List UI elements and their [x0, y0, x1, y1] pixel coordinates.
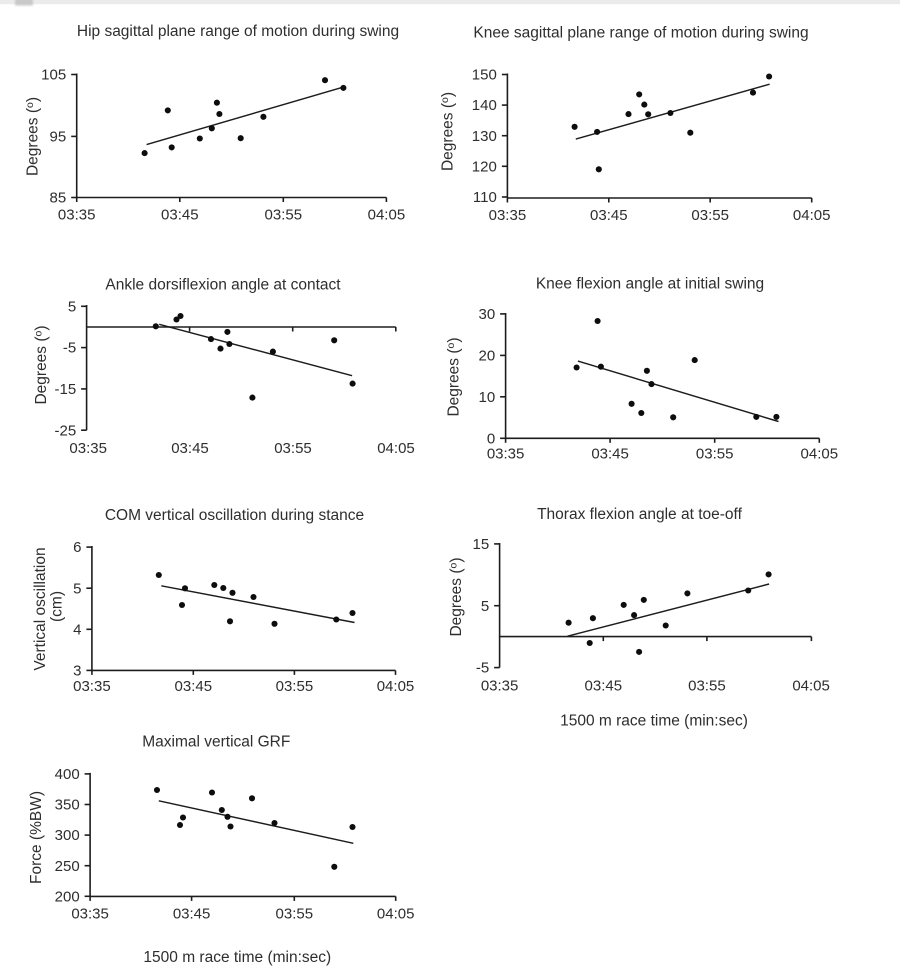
svg-text:Degrees (o): Degrees (o) [445, 337, 463, 416]
svg-text:85: 85 [50, 190, 67, 207]
svg-text:30: 30 [479, 306, 496, 323]
svg-text:03:35: 03:35 [58, 207, 96, 224]
svg-text:5: 5 [68, 298, 76, 315]
svg-text:Ankle dorsiflexion angle at co: Ankle dorsiflexion angle at contact [105, 277, 341, 294]
svg-text:03:55: 03:55 [265, 207, 303, 224]
svg-text:COM vertical oscillation durin: COM vertical oscillation during stance [105, 507, 364, 524]
svg-text:03:35: 03:35 [71, 906, 109, 923]
svg-text:Degrees (o): Degrees (o) [448, 557, 466, 636]
svg-text:Degrees (o): Degrees (o) [24, 97, 42, 176]
svg-text:03:35: 03:35 [73, 678, 111, 695]
svg-text:Degrees (o): Degrees (o) [439, 92, 457, 171]
svg-text:03:35: 03:35 [69, 440, 107, 457]
svg-text:1500 m race time (min:sec): 1500 m race time (min:sec) [143, 949, 331, 966]
svg-text:200: 200 [55, 888, 80, 905]
svg-text:03:45: 03:45 [585, 678, 623, 695]
svg-text:Knee flexion angle at initial: Knee flexion angle at initial swing [536, 276, 764, 293]
svg-text:03:35: 03:35 [489, 207, 527, 224]
svg-text:04:05: 04:05 [377, 678, 415, 695]
svg-text:-5: -5 [476, 660, 489, 677]
svg-text:Vertical oscillation: Vertical oscillation [32, 547, 49, 670]
svg-text:130: 130 [472, 128, 497, 145]
svg-text:3: 3 [73, 663, 81, 680]
svg-text:04:05: 04:05 [377, 906, 415, 923]
svg-text:300: 300 [55, 827, 80, 844]
svg-text:Force (%BW): Force (%BW) [28, 791, 45, 884]
svg-text:04:05: 04:05 [368, 207, 406, 224]
svg-text:20: 20 [479, 348, 496, 365]
svg-text:03:45: 03:45 [171, 440, 209, 457]
svg-text:03:45: 03:45 [590, 207, 628, 224]
svg-text:-25: -25 [55, 422, 77, 439]
svg-text:03:55: 03:55 [691, 207, 729, 224]
svg-text:03:55: 03:55 [696, 446, 734, 463]
svg-text:(cm): (cm) [49, 591, 66, 622]
svg-text:03:45: 03:45 [173, 906, 211, 923]
svg-text:5: 5 [481, 598, 489, 615]
svg-text:03:55: 03:55 [276, 906, 314, 923]
svg-text:03:55: 03:55 [688, 678, 726, 695]
svg-text:-15: -15 [55, 381, 77, 398]
svg-text:1500 m race time (min:sec): 1500 m race time (min:sec) [560, 712, 748, 729]
svg-text:5: 5 [73, 580, 81, 597]
svg-text:-5: -5 [63, 340, 76, 357]
svg-text:03:45: 03:45 [161, 207, 199, 224]
svg-text:150: 150 [472, 67, 497, 84]
svg-text:Hip sagittal plane range of mo: Hip sagittal plane range of motion durin… [77, 23, 399, 40]
svg-text:04:05: 04:05 [377, 440, 415, 457]
svg-text:Knee sagittal plane range of m: Knee sagittal plane range of motion duri… [473, 25, 808, 42]
svg-text:Thorax flexion angle at toe-of: Thorax flexion angle at toe-off [537, 506, 742, 523]
svg-text:04:05: 04:05 [792, 678, 830, 695]
svg-text:6: 6 [73, 539, 81, 556]
svg-text:Maximal vertical GRF: Maximal vertical GRF [142, 733, 290, 750]
svg-text:03:55: 03:55 [276, 678, 314, 695]
svg-text:10: 10 [479, 389, 496, 406]
svg-text:15: 15 [473, 536, 490, 553]
svg-text:110: 110 [473, 189, 497, 206]
svg-text:140: 140 [472, 97, 497, 114]
svg-text:120: 120 [472, 158, 497, 175]
svg-text:400: 400 [55, 766, 80, 783]
svg-text:03:45: 03:45 [591, 446, 629, 463]
svg-text:350: 350 [55, 797, 80, 814]
svg-text:0: 0 [487, 430, 495, 447]
svg-text:03:35: 03:35 [481, 678, 519, 695]
svg-text:Degrees (o): Degrees (o) [33, 325, 51, 404]
svg-text:4: 4 [73, 621, 81, 638]
svg-text:250: 250 [55, 858, 80, 875]
svg-text:04:05: 04:05 [793, 207, 831, 224]
svg-text:03:35: 03:35 [487, 446, 525, 463]
svg-text:105: 105 [41, 67, 66, 84]
svg-text:03:55: 03:55 [274, 440, 312, 457]
svg-text:04:05: 04:05 [801, 446, 839, 463]
svg-text:03:45: 03:45 [175, 678, 213, 695]
svg-text:95: 95 [50, 129, 67, 146]
